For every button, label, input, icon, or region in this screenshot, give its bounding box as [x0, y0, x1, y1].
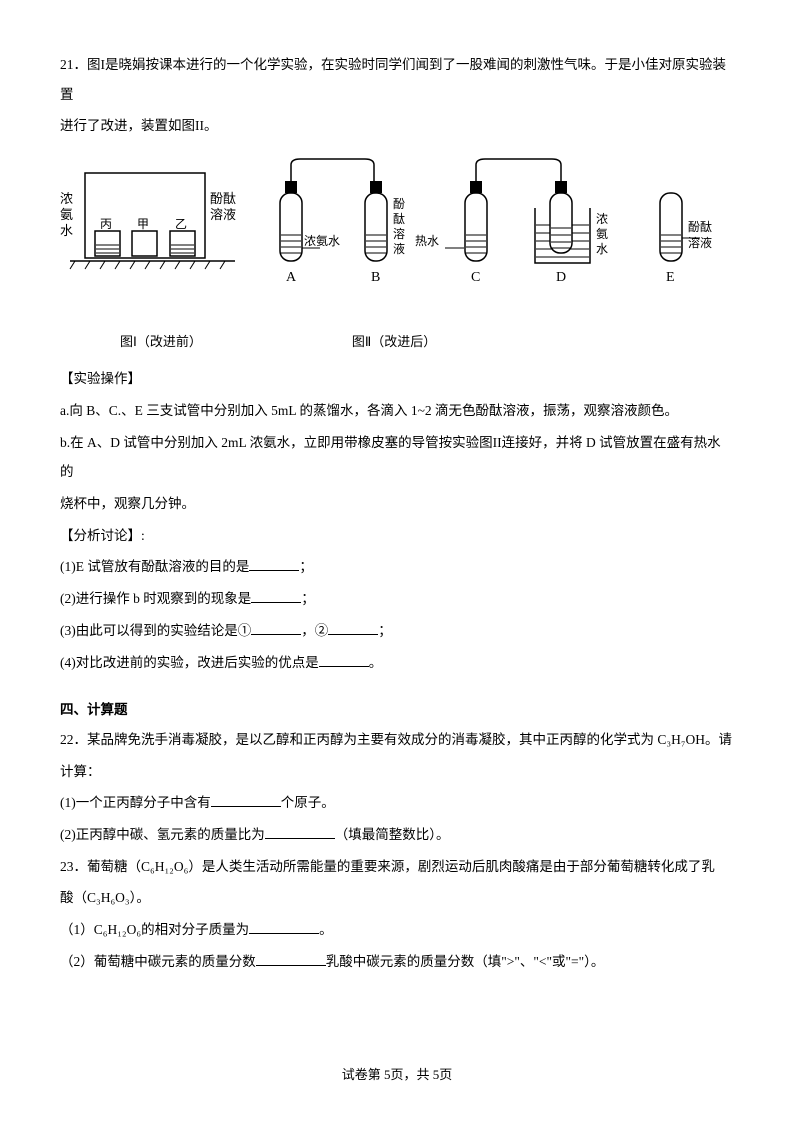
- svg-text:溶液: 溶液: [210, 207, 236, 222]
- svg-text:溶液: 溶液: [688, 235, 712, 250]
- blank: [256, 950, 326, 966]
- svg-text:D: D: [556, 270, 566, 285]
- svg-text:A: A: [286, 270, 297, 285]
- fig-label-right: 图Ⅱ（改进后）: [352, 328, 436, 357]
- svg-text:氨: 氨: [60, 207, 73, 222]
- svg-text:氨: 氨: [596, 227, 608, 241]
- svg-text:溶: 溶: [393, 226, 405, 241]
- fig-label-left: 图Ⅰ（改进前）: [120, 328, 202, 357]
- q21-sub1: (1)E 试管放有酚酞溶液的目的是；: [60, 552, 734, 582]
- section-operation: 【实验操作】: [60, 364, 734, 394]
- svg-text:酚酞: 酚酞: [688, 219, 712, 234]
- svg-text:乙: 乙: [175, 217, 187, 231]
- svg-text:酚: 酚: [393, 197, 405, 211]
- q22-intro-line2: 计算：: [60, 757, 734, 787]
- q21-intro-line1: 21．图I是晓娟按课本进行的一个化学实验，在实验时同学们闻到了一股难闻的刺激性气…: [60, 50, 734, 109]
- q21-sub2: (2)进行操作 b 时观察到的现象是；: [60, 584, 734, 614]
- svg-text:丙: 丙: [100, 217, 112, 231]
- q23-sub2: （2）葡萄糖中碳元素的质量分数乳酸中碳元素的质量分数（填">"、"<"或"="）…: [60, 947, 734, 977]
- svg-text:甲: 甲: [137, 217, 149, 231]
- op-b-line1: b.在 A、D 试管中分别加入 2mL 浓氨水，立即用带橡皮塞的导管按实验图II…: [60, 428, 734, 487]
- blank: [328, 619, 378, 635]
- q22-sub2: (2)正丙醇中碳、氢元素的质量比为（填最简整数比）。: [60, 820, 734, 850]
- q21-sub3: (3)由此可以得到的实验结论是①，②；: [60, 616, 734, 646]
- document-content: 21．图I是晓娟按课本进行的一个化学实验，在实验时同学们闻到了一股难闻的刺激性气…: [60, 50, 734, 976]
- q22-sub1: (1)一个正丙醇分子中含有个原子。: [60, 788, 734, 818]
- blank: [251, 587, 301, 603]
- figure-labels: 图Ⅰ（改进前） 图Ⅱ（改进后）: [120, 328, 734, 357]
- op-b-line2: 烧杯中，观察几分钟。: [60, 489, 734, 519]
- svg-text:酚酞: 酚酞: [210, 191, 236, 206]
- q21-sub4: (4)对比改进前的实验，改进后实验的优点是。: [60, 648, 734, 678]
- op-a: a.向 B、C.、E 三支试管中分别加入 5mL 的蒸馏水，各滴入 1~2 滴无…: [60, 396, 734, 426]
- section-analysis: 【分析讨论】:: [60, 521, 734, 551]
- q23-intro-line2: 酸（C₃H₆O₃）。: [60, 883, 734, 913]
- experiment-diagram: 浓 氨 水 酚酞 溶液 丙 甲: [60, 153, 734, 356]
- q23-number: 23．: [60, 859, 87, 874]
- section4-title: 四、计算题: [60, 695, 734, 725]
- q22-intro-line1: 22．某品牌免洗手消毒凝胶，是以乙醇和正丙醇为主要有效成分的消毒凝胶，其中正丙醇…: [60, 725, 734, 755]
- svg-text:E: E: [666, 270, 675, 285]
- svg-text:C: C: [471, 270, 480, 285]
- q23-intro-line1: 23．葡萄糖（C₆H₁₂O₆）是人类生活动所需能量的重要来源，剧烈运动后肌肉酸痛…: [60, 852, 734, 882]
- svg-text:酞: 酞: [393, 211, 405, 226]
- q21-intro-line2: 进行了改进，装置如图II。: [60, 111, 734, 141]
- blank: [265, 823, 335, 839]
- svg-text:浓: 浓: [596, 212, 608, 226]
- blank: [249, 555, 299, 571]
- svg-text:B: B: [371, 270, 380, 285]
- svg-text:浓: 浓: [60, 191, 73, 206]
- blank: [211, 791, 281, 807]
- svg-text:热水: 热水: [415, 234, 439, 248]
- svg-text:液: 液: [393, 241, 405, 256]
- blank: [319, 651, 369, 667]
- q21-number: 21．: [60, 57, 87, 72]
- svg-text:浓氨水: 浓氨水: [304, 234, 340, 248]
- svg-text:水: 水: [596, 242, 608, 256]
- svg-text:水: 水: [60, 223, 73, 238]
- blank: [249, 918, 319, 934]
- q23-sub1: （1）C₆H₁₂O₆的相对分子质量为。: [60, 915, 734, 945]
- blank: [251, 619, 301, 635]
- q22-number: 22．: [60, 732, 87, 747]
- page-footer: 试卷第 5页，共 5页: [0, 1064, 794, 1083]
